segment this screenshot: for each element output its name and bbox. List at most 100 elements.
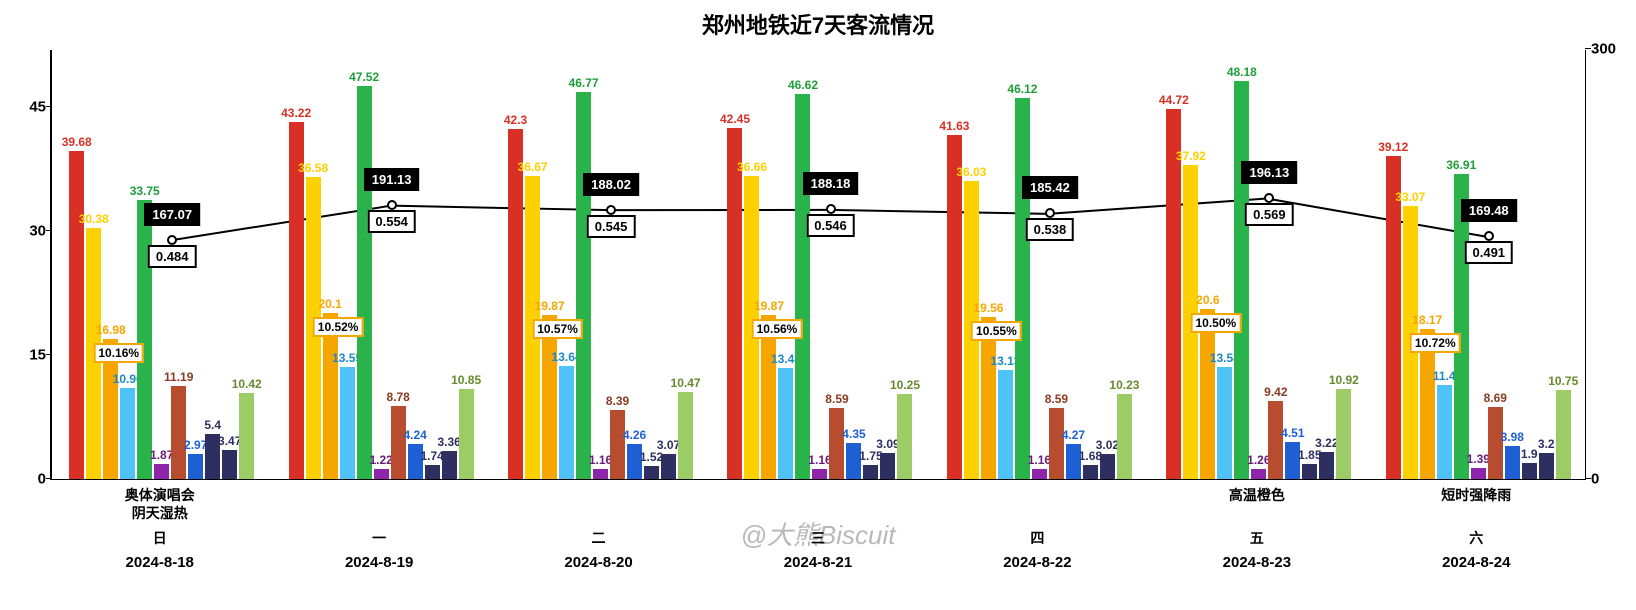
y-left-tick: 30 (10, 222, 46, 239)
bar-value-label: 48.18 (1227, 65, 1257, 79)
bar-value-label: 41.63 (939, 119, 969, 133)
bar (1117, 394, 1132, 479)
bar (1522, 463, 1537, 479)
bar-value-label: 19.87 (535, 299, 565, 313)
bar (795, 94, 810, 480)
bar (425, 465, 440, 479)
bar (1556, 390, 1571, 479)
ratio-label: 0.569 (1245, 203, 1294, 226)
bar (1049, 408, 1064, 479)
day-of-week: 一 (269, 528, 488, 548)
bar (593, 469, 608, 479)
day-note (489, 486, 708, 522)
bar-value-label: 37.92 (1176, 149, 1206, 163)
bar-value-label: 42.3 (504, 113, 527, 127)
day-of-week: 日 (50, 528, 269, 548)
bar (69, 151, 84, 479)
ratio-label: 0.554 (367, 210, 416, 233)
bar-value-label: 3.2 (1538, 437, 1555, 451)
bar-value-label: 1.26 (1247, 453, 1270, 467)
bar-value-label: 10.92 (1329, 373, 1359, 387)
percent-label: 10.56% (752, 319, 803, 339)
line-point (1484, 231, 1494, 241)
bar (137, 200, 152, 479)
ratio-label: 0.538 (1026, 218, 1075, 241)
bar-value-label: 1.22 (369, 453, 392, 467)
bar (1032, 469, 1047, 479)
bar-value-label: 1.16 (589, 453, 612, 467)
bar-value-label: 33.07 (1395, 190, 1425, 204)
bar-value-label: 8.69 (1484, 391, 1507, 405)
line-point (167, 235, 177, 245)
bar (289, 122, 304, 479)
line-point (1264, 193, 1274, 203)
day-date: 2024-8-24 (1367, 554, 1586, 571)
bar-value-label: 10.75 (1548, 374, 1578, 388)
bar-value-label: 1.87 (150, 448, 173, 462)
ratio-label: 0.545 (587, 215, 636, 238)
bar-value-label: 3.02 (1096, 438, 1119, 452)
bar-value-label: 36.91 (1446, 158, 1476, 172)
bar (542, 315, 557, 479)
bar-value-label: 36.03 (956, 165, 986, 179)
bar (1386, 156, 1401, 479)
total-label: 196.13 (1241, 161, 1297, 184)
day-group: 41.6336.0319.5613.1346.121.168.594.271.6… (930, 50, 1149, 479)
day-date: 2024-8-19 (269, 554, 488, 571)
day-date: 2024-8-20 (489, 554, 708, 571)
x-group-label: 一 2024-8-19 (269, 480, 488, 571)
bar (644, 466, 659, 479)
bar-value-label: 3.07 (657, 438, 680, 452)
percent-label: 10.50% (1190, 313, 1241, 333)
total-label: 167.07 (144, 203, 200, 226)
bar-value-label: 18.17 (1412, 313, 1442, 327)
bar (778, 368, 793, 479)
bar-value-label: 39.12 (1378, 140, 1408, 154)
bar (188, 454, 203, 479)
bar (120, 388, 135, 479)
day-of-week: 五 (1147, 528, 1366, 548)
x-axis-labels: 奥体演唱会阴天湿热 日 2024-8-18 一 2024-8-19 二 2024… (50, 480, 1586, 610)
bar-value-label: 19.87 (754, 299, 784, 313)
bar-value-label: 11.4 (1433, 369, 1456, 383)
y-left-tick: 15 (10, 346, 46, 363)
bar (1015, 98, 1030, 479)
day-group: 42.4536.6619.8713.4846.621.168.594.351.7… (710, 50, 929, 479)
bar (1319, 452, 1334, 479)
bar-value-label: 3.09 (876, 437, 899, 451)
ratio-label: 0.484 (148, 245, 197, 268)
total-label: 185.42 (1022, 176, 1078, 199)
bar (171, 386, 186, 479)
bar (897, 394, 912, 479)
bar (829, 408, 844, 479)
bar-value-label: 4.26 (623, 428, 646, 442)
bar-value-label: 9.42 (1264, 385, 1287, 399)
bar-value-label: 1.16 (1028, 453, 1051, 467)
total-label: 169.48 (1461, 199, 1517, 222)
bar-value-label: 19.56 (973, 301, 1003, 315)
bar-value-label: 42.45 (720, 112, 750, 126)
bar (812, 469, 827, 479)
bar (863, 465, 878, 479)
day-of-week: 二 (489, 528, 708, 548)
bar (1336, 389, 1351, 479)
bar (340, 367, 355, 479)
x-group-label: 二 2024-8-20 (489, 480, 708, 571)
line-point (826, 204, 836, 214)
bar (610, 410, 625, 479)
line-point (1045, 208, 1055, 218)
day-date: 2024-8-23 (1147, 554, 1366, 571)
bar-value-label: 1.39 (1467, 452, 1490, 466)
x-group-label: 高温橙色 五 2024-8-23 (1147, 480, 1366, 571)
bar (727, 128, 742, 479)
day-of-week: 四 (928, 528, 1147, 548)
chart-title: 郑州地铁近7天客流情况 (702, 8, 934, 40)
x-group-label: 短时强降雨 六 2024-8-24 (1367, 480, 1586, 571)
bar (459, 389, 474, 479)
bar-value-label: 8.39 (606, 394, 629, 408)
bar (761, 315, 776, 479)
bar (1268, 401, 1283, 479)
total-label: 191.13 (364, 168, 420, 191)
bar-value-label: 4.27 (1062, 428, 1085, 442)
bar-value-label: 8.59 (1045, 392, 1068, 406)
